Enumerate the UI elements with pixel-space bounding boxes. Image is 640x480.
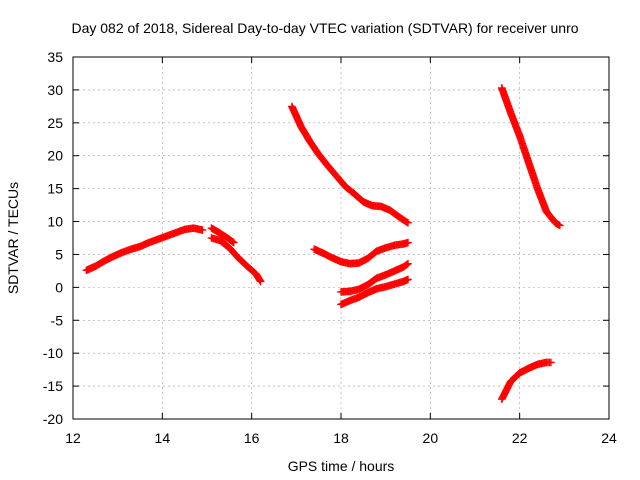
series-1 xyxy=(82,224,207,275)
x-tick-label: 20 xyxy=(423,430,439,446)
series-2 xyxy=(207,224,238,247)
series-5 xyxy=(310,238,412,268)
data-point xyxy=(404,238,412,247)
series-8 xyxy=(498,84,564,230)
data-point xyxy=(198,226,207,234)
series-3 xyxy=(207,234,265,286)
x-axis-label: GPS time / hours xyxy=(288,458,395,474)
y-tick-label: 20 xyxy=(47,148,63,164)
data-point xyxy=(404,219,412,227)
x-tick-label: 22 xyxy=(512,430,528,446)
series-7 xyxy=(337,275,412,309)
x-tick-label: 18 xyxy=(333,430,349,446)
y-tick-label: 35 xyxy=(47,49,63,65)
y-tick-label: 5 xyxy=(55,246,63,262)
y-tick-label: -15 xyxy=(43,378,63,394)
x-tick-label: 14 xyxy=(155,430,171,446)
data-point xyxy=(403,260,411,269)
x-tick-label: 24 xyxy=(601,430,617,446)
y-tick-label: 25 xyxy=(47,115,63,131)
y-axis: -20 -15 -10 -5 0 5 10 15 20 25 30 35 xyxy=(43,49,609,427)
y-tick-label: -20 xyxy=(43,411,63,427)
y-tick-label: -5 xyxy=(51,312,64,328)
chart-title: Day 082 of 2018, Sidereal Day-to-day VTE… xyxy=(71,20,578,36)
data-point xyxy=(403,218,411,226)
data-point xyxy=(556,221,564,230)
grid xyxy=(73,57,609,419)
x-axis: 12 14 16 18 20 22 24 xyxy=(65,57,617,446)
series-9 xyxy=(498,358,555,404)
data-point xyxy=(230,238,238,247)
x-tick-label: 12 xyxy=(65,430,81,446)
data-point xyxy=(547,358,555,367)
series-6 xyxy=(337,259,412,296)
x-tick-label: 16 xyxy=(244,430,260,446)
data-series xyxy=(82,84,564,404)
y-tick-label: 0 xyxy=(55,279,63,295)
y-tick-label: 15 xyxy=(47,181,63,197)
y-tick-label: 30 xyxy=(47,82,63,98)
data-point xyxy=(256,277,265,286)
data-point xyxy=(228,237,237,246)
y-tick-label: 10 xyxy=(47,214,63,230)
series-4 xyxy=(288,102,412,227)
y-axis-label: SDTVAR / TECUs xyxy=(5,182,21,294)
y-tick-label: -10 xyxy=(43,345,63,361)
data-point xyxy=(404,259,412,268)
data-point xyxy=(404,275,412,284)
